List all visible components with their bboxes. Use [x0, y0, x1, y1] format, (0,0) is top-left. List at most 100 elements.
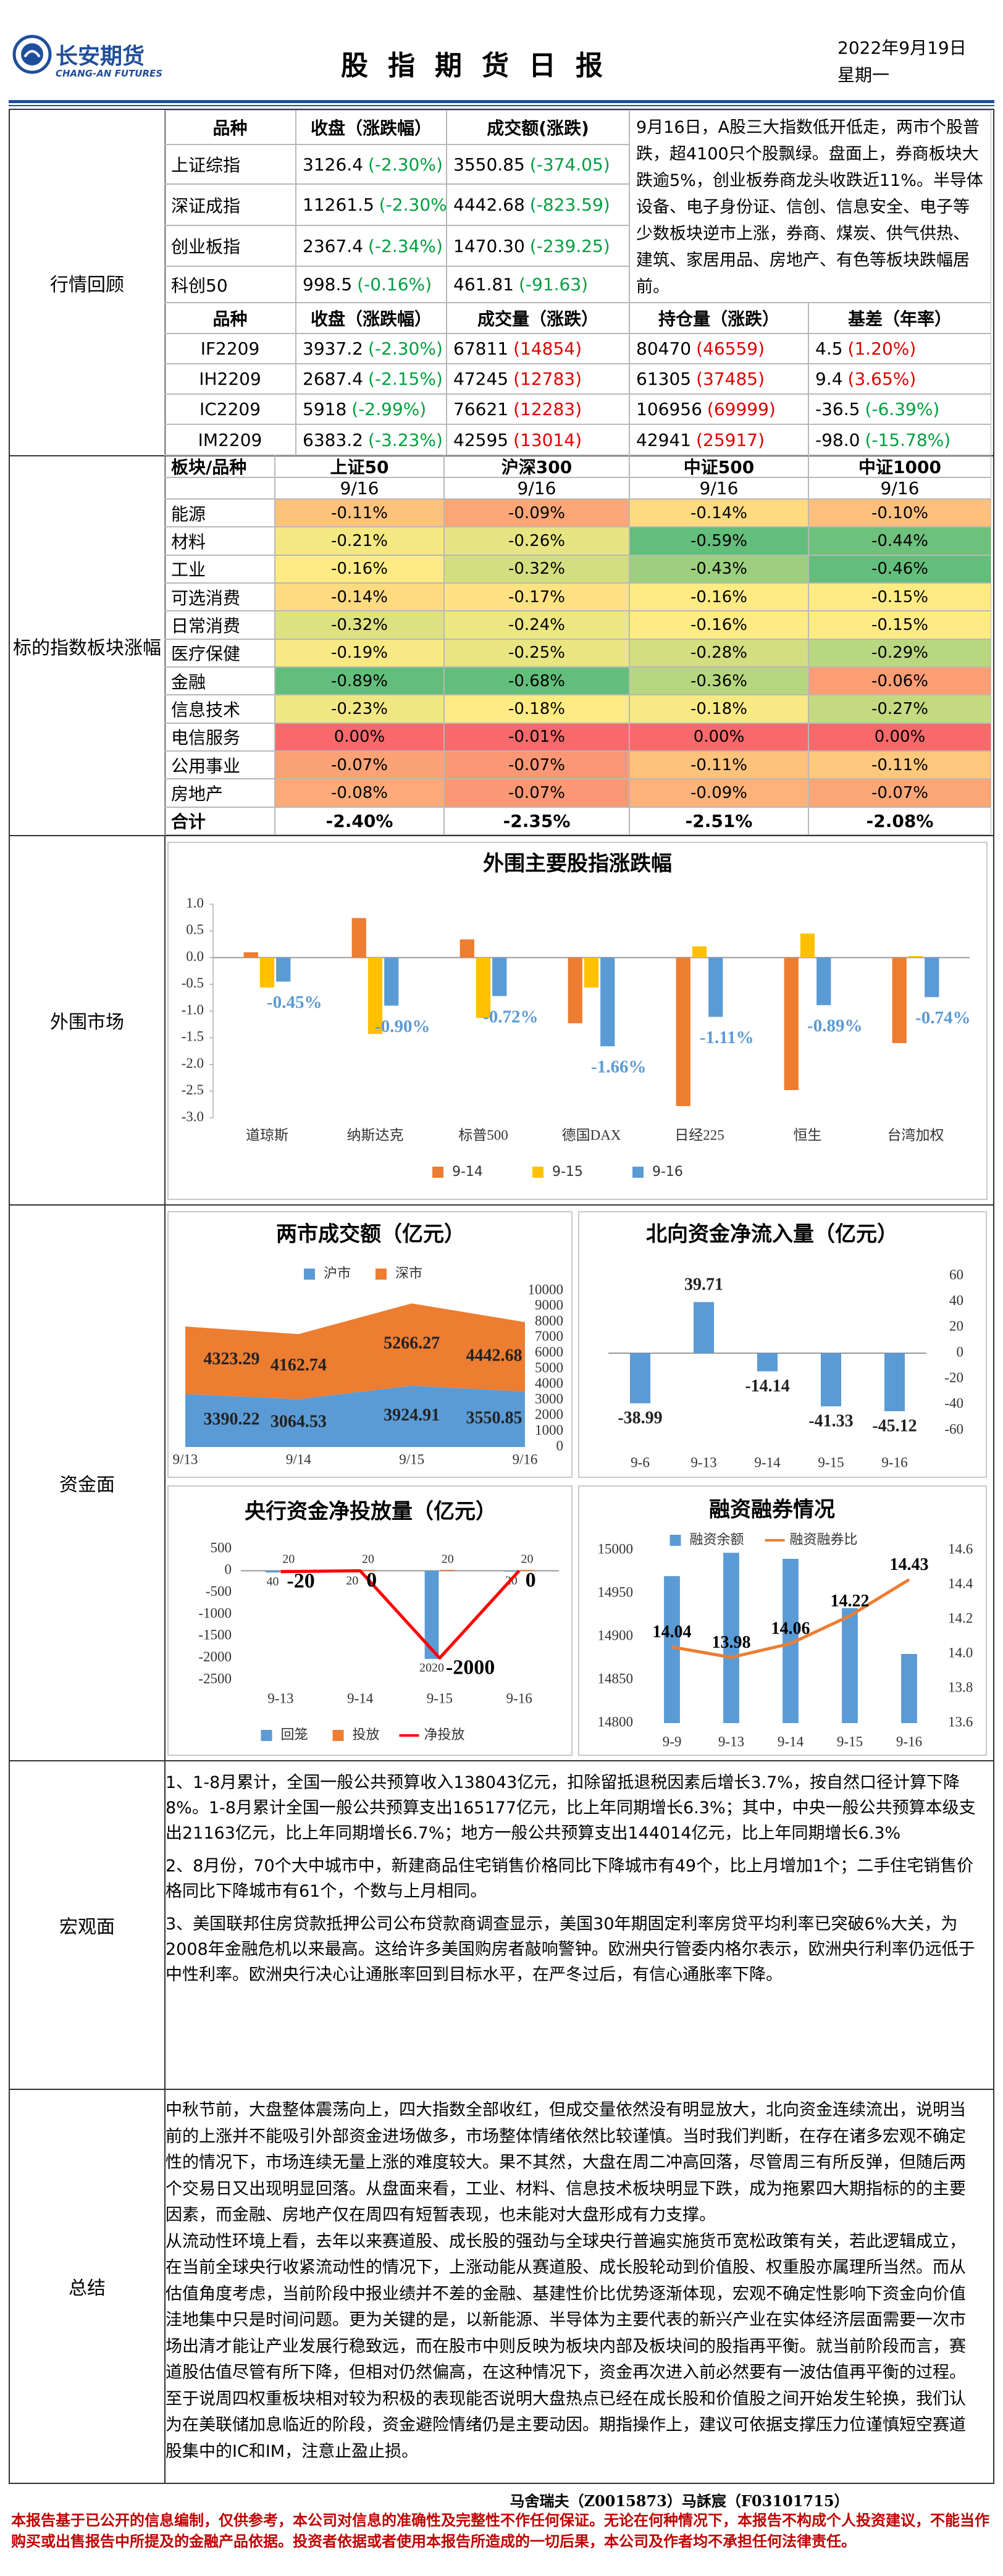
amount-cell: 461.81 (-91.63) — [447, 266, 629, 303]
heat-cell: -0.11% — [808, 751, 991, 779]
heat-cell: -0.44% — [808, 527, 991, 555]
total-text: -2.08% — [866, 810, 934, 831]
sector-change: -0.01% — [508, 728, 565, 747]
heat-cell: -0.68% — [444, 667, 629, 695]
heat-cell: -0.43% — [629, 555, 808, 583]
date-text: 9/16 — [517, 478, 556, 498]
change: (-15.78%) — [865, 429, 951, 450]
index-name: 创业板指 — [171, 237, 241, 257]
heat-cell: 0.00% — [275, 723, 444, 751]
heat-cell: -0.19% — [275, 639, 444, 667]
value: 106956 — [636, 399, 702, 419]
header-text: 上证50 — [330, 457, 389, 477]
sector-change: -0.11% — [331, 503, 388, 522]
change: (-2.15%) — [367, 369, 443, 389]
name-cell: IM2209 — [164, 424, 296, 455]
total-text: -2.51% — [685, 810, 753, 831]
index-name: 深证成指 — [171, 195, 241, 216]
sector-name: 房地产 — [164, 779, 275, 807]
header-cell: 持仓量（涨跌） — [629, 303, 808, 334]
sector-text: 工业 — [171, 560, 206, 581]
total-cell: -2.08% — [808, 807, 991, 835]
header-text: 中证500 — [683, 457, 755, 477]
amount-cell: 4442.68 (-823.59) — [447, 184, 629, 225]
amount: 4442.68 — [453, 195, 525, 215]
sector-text: 公用事业 — [171, 755, 241, 776]
authors: 马舍瑞夫（Z0015873）马訸宸（F03101715） — [510, 2492, 849, 2510]
date-cell: 9/16 — [808, 477, 991, 499]
heat-cell: -0.27% — [808, 695, 991, 723]
close-cell: 11261.5 (-2.30%) — [296, 184, 447, 225]
change: (69999) — [707, 399, 776, 419]
header-cell: 成交额(涨跌) — [447, 110, 629, 145]
sector-name: 医疗保健 — [164, 639, 275, 667]
report-title: 股指期货日报 — [341, 50, 623, 82]
change: (-2.30%) — [379, 195, 447, 215]
sector-change: -0.16% — [331, 560, 388, 579]
close: 2367.4 — [303, 235, 363, 256]
sector-change: -0.32% — [331, 615, 388, 634]
sector-change: -0.11% — [690, 755, 747, 774]
logo-name: 长安期货 — [56, 44, 145, 69]
close: 998.5 — [303, 274, 353, 295]
change: (-2.99%) — [351, 399, 427, 419]
value-cell: 6383.2 (-3.23%) — [296, 424, 447, 455]
heat-cell: -0.16% — [629, 583, 808, 611]
date-cell: 9/16 — [444, 477, 629, 499]
header-cell: 品种 — [164, 303, 296, 334]
section-label: 标的指数板块涨幅 — [10, 456, 166, 835]
close-cell: 998.5 (-0.16%) — [296, 266, 447, 303]
sector-change: -0.27% — [871, 699, 928, 718]
sector-name: 公用事业 — [164, 751, 275, 779]
sector-change: -0.07% — [508, 755, 565, 774]
total-cell: 合计 — [164, 807, 275, 835]
value-cell: -36.5 (-6.39%) — [808, 394, 991, 424]
heat-cell: -0.23% — [275, 695, 444, 723]
header-text: 板块/品种 — [171, 457, 247, 477]
report-date: 2022年9月19日 — [837, 38, 967, 58]
value-cell: 42595 (13014) — [447, 424, 629, 455]
sector-change: -0.15% — [871, 587, 928, 606]
macro-text: 1、1-8月累计，全国一般公共预算收入138043亿元，扣除留抵退税因素后增长3… — [166, 1770, 981, 1995]
value: 47245 — [453, 369, 509, 389]
header-cell: 收盘（涨跌幅） — [296, 303, 447, 334]
name-cell: 科创50 — [164, 266, 296, 303]
value: 42941 — [636, 429, 692, 450]
sector-name: 信息技术 — [164, 695, 275, 723]
close: 3126.4 — [303, 154, 363, 175]
value-cell: 106956 (69999) — [629, 394, 808, 424]
report-weekday: 星期一 — [837, 65, 890, 85]
paragraph: 2、8月份，70个大中城市中，新建商品住宅销售价格同比下降城市有49个，比上月增… — [166, 1856, 974, 1901]
value-cell: 61305 (37485) — [629, 364, 808, 394]
sector-name: 可选消费 — [164, 583, 275, 611]
sector-text: 信息技术 — [171, 699, 241, 720]
sector-change: -0.11% — [871, 755, 928, 774]
logo-icon — [12, 35, 52, 74]
header-text: 沪深300 — [501, 457, 573, 477]
value-cell: 80470 (46559) — [629, 334, 808, 364]
paragraph: 从流动性环境上看，去年以来赛道股、成长股的强劲与全球央行普遍实施货币宽松政策有关… — [166, 2231, 966, 2461]
sector-change: 0.00% — [693, 728, 745, 747]
sector-change: -0.32% — [508, 560, 565, 579]
sector-change: -0.14% — [690, 503, 747, 522]
heat-cell: -0.89% — [275, 667, 444, 695]
date-text: 9/16 — [880, 478, 920, 498]
sector-change: -0.18% — [690, 699, 747, 718]
name-cell: 上证综指 — [164, 145, 296, 184]
value: 6383.2 — [303, 429, 363, 450]
value: -36.5 — [815, 399, 860, 419]
value-cell: 9.4 (3.65%) — [808, 364, 991, 394]
heat-cell: -0.21% — [275, 527, 444, 555]
heat-cell: -0.46% — [808, 555, 991, 583]
sector-change: -0.23% — [331, 699, 388, 718]
total-text: -2.35% — [503, 810, 571, 831]
sector-name: 日常消费 — [164, 611, 275, 639]
heat-cell: -0.28% — [629, 639, 808, 667]
heat-cell: -0.01% — [444, 723, 629, 751]
change: (-3.23%) — [367, 429, 443, 450]
header-cell — [164, 477, 275, 499]
sector-change: -0.09% — [690, 783, 747, 802]
sector-name: 能源 — [164, 499, 275, 527]
sector-change: -0.25% — [508, 644, 565, 663]
heat-cell: -0.25% — [444, 639, 629, 667]
